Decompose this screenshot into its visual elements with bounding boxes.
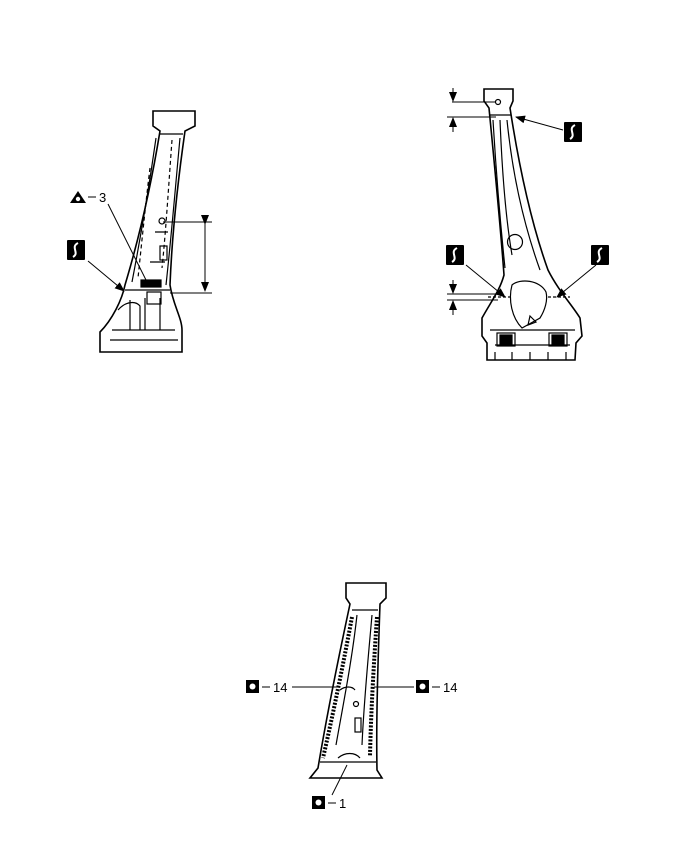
sectioning-cut-icon bbox=[446, 245, 464, 265]
weld-point-square-icon bbox=[312, 796, 336, 809]
sectioning-cut-icon bbox=[591, 245, 609, 265]
leader-section-arrows-right bbox=[465, 115, 597, 298]
leader-section-left bbox=[87, 260, 125, 292]
triangle-weld-icon bbox=[70, 191, 96, 203]
bottom-weld-count: 1 bbox=[339, 796, 346, 811]
weld-seam-left bbox=[321, 616, 354, 759]
weld-point-square-icon bbox=[246, 680, 270, 693]
leader-lines-bottom bbox=[292, 686, 414, 796]
weld-seam-right bbox=[368, 616, 379, 757]
pillar-outer-view bbox=[99, 110, 212, 353]
sectioning-cut-icon bbox=[564, 122, 582, 142]
sectioning-cut-icon bbox=[67, 240, 85, 260]
triangle-weld-count: 3 bbox=[99, 190, 106, 205]
leader-triangle-to-weld bbox=[107, 203, 149, 285]
weld-point-square-icon bbox=[416, 680, 440, 693]
pillar-weld-view bbox=[308, 582, 387, 779]
left-weld-count: 14 bbox=[273, 680, 287, 695]
right-weld-count: 14 bbox=[443, 680, 457, 695]
